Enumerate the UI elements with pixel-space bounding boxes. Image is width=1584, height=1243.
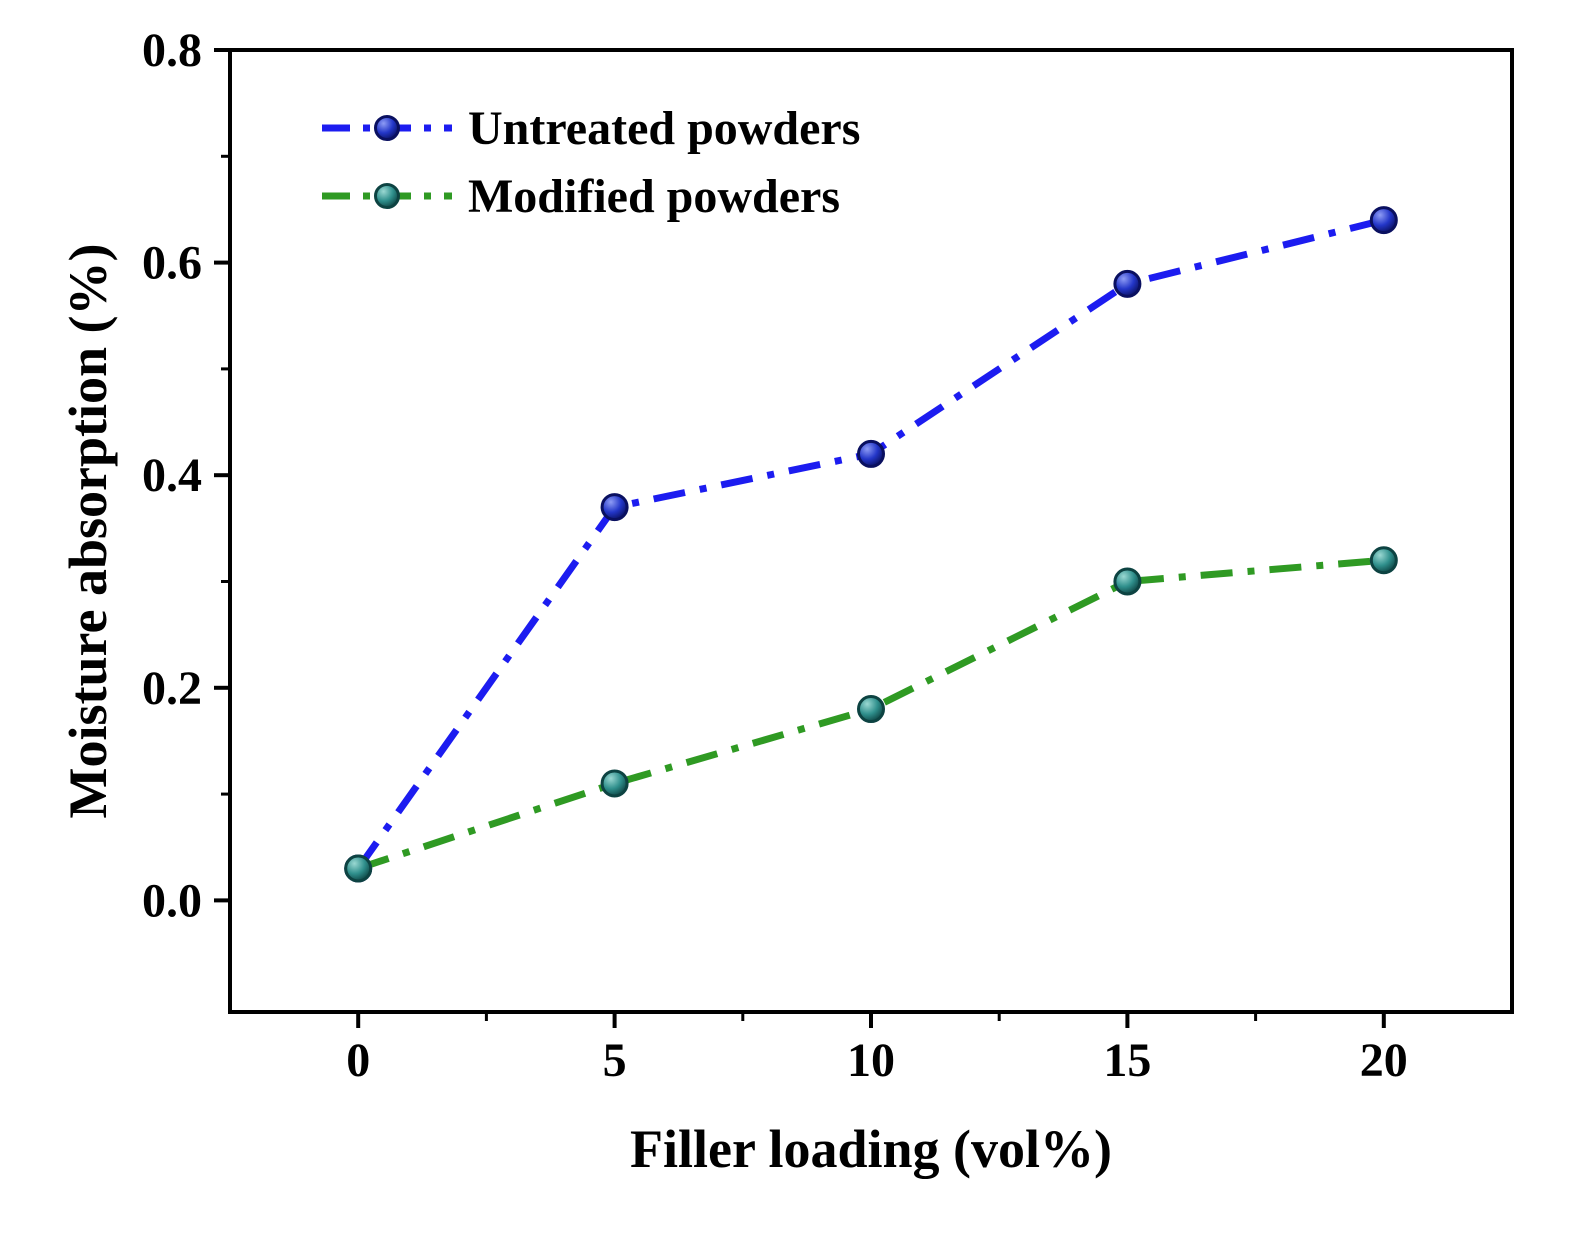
plot-frame	[228, 48, 1514, 1014]
y-axis-title: Moisture absorption (%)	[58, 243, 118, 819]
legend-label: Modified powders	[468, 170, 840, 223]
series-marker-modified-powders	[1113, 567, 1142, 596]
legend-label: Untreated powders	[468, 102, 860, 155]
series-marker-untreated-powders	[1113, 269, 1142, 298]
series-marker-untreated-powders	[1369, 206, 1398, 235]
legend-marker-sample	[374, 183, 400, 209]
series-marker-modified-powders	[344, 854, 373, 883]
y-axis-tick-label: 0.4	[142, 449, 202, 502]
x-axis-tick-label: 15	[1103, 1034, 1151, 1087]
series-marker-modified-powders	[600, 769, 629, 798]
y-axis-tick-label: 0.8	[142, 24, 202, 77]
y-axis-tick-label: 0.6	[142, 237, 202, 290]
series-line-modified-powders	[357, 556, 1385, 872]
series-marker-modified-powders	[1369, 546, 1398, 575]
x-axis-tick-label: 5	[603, 1034, 627, 1087]
series-marker-untreated-powders	[857, 439, 885, 468]
y-axis-tick-label: 0.0	[142, 874, 202, 927]
y-axis-tick-label: 0.2	[142, 662, 202, 715]
x-axis-tick-label: 10	[847, 1034, 895, 1087]
x-axis-title: Filler loading (vol%)	[630, 1119, 1112, 1179]
x-axis-tick-label: 20	[1360, 1034, 1408, 1087]
x-axis-tick-label: 0	[346, 1034, 370, 1087]
legend-marker-sample	[374, 115, 400, 141]
series-marker-modified-powders	[857, 695, 885, 724]
series-marker-untreated-powders	[600, 493, 629, 522]
